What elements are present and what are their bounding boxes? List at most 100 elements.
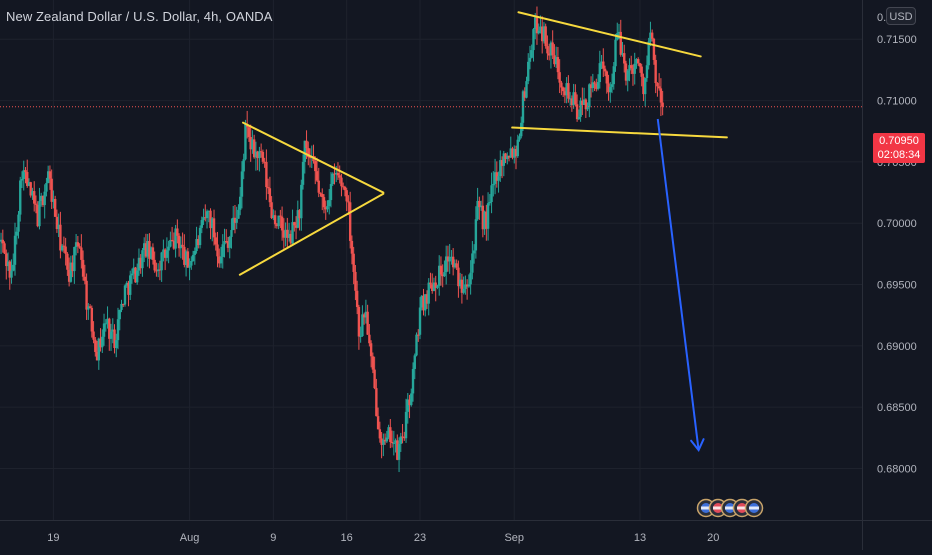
candle-body[interactable] xyxy=(190,260,193,266)
candle-body[interactable] xyxy=(50,178,53,202)
candle-body[interactable] xyxy=(123,285,127,305)
candle-body[interactable] xyxy=(237,209,240,219)
candle-body[interactable] xyxy=(251,139,254,150)
candle-body[interactable] xyxy=(289,233,293,244)
candle-body[interactable] xyxy=(272,215,275,219)
candle-body[interactable] xyxy=(109,331,113,339)
candle-body[interactable] xyxy=(619,31,622,55)
candle-body[interactable] xyxy=(176,228,179,236)
candle-body[interactable] xyxy=(598,63,602,83)
candle-body[interactable] xyxy=(301,161,305,185)
candle-body[interactable] xyxy=(556,57,560,73)
candle-body[interactable] xyxy=(429,282,432,285)
candle-body[interactable] xyxy=(252,139,256,158)
candle-body[interactable] xyxy=(506,155,509,160)
candle-body[interactable] xyxy=(385,437,389,442)
candle-body[interactable] xyxy=(446,256,450,262)
candle-body[interactable] xyxy=(474,219,478,251)
candle-body[interactable] xyxy=(633,63,636,74)
candle-body[interactable] xyxy=(579,100,582,117)
candle-body[interactable] xyxy=(605,71,608,84)
candle-body[interactable] xyxy=(380,438,383,445)
candle-body[interactable] xyxy=(3,243,6,254)
candle-body[interactable] xyxy=(254,151,258,158)
candle-body[interactable] xyxy=(396,440,399,460)
trendline[interactable] xyxy=(238,192,385,276)
candle-body[interactable] xyxy=(1,239,4,244)
candle-body[interactable] xyxy=(617,31,621,34)
candle-body[interactable] xyxy=(404,411,408,439)
candle-body[interactable] xyxy=(163,249,167,258)
candle-body[interactable] xyxy=(322,197,326,208)
candle-body[interactable] xyxy=(371,356,375,370)
candle-body[interactable] xyxy=(584,99,588,110)
candle-body[interactable] xyxy=(66,253,69,270)
candle-body[interactable] xyxy=(197,239,200,246)
candle-body[interactable] xyxy=(593,82,596,84)
candle-body[interactable] xyxy=(513,149,516,158)
candle-body[interactable] xyxy=(235,218,238,223)
candle-body[interactable] xyxy=(78,246,81,248)
candle-body[interactable] xyxy=(647,41,650,66)
candle-body[interactable] xyxy=(389,427,392,442)
candle-body[interactable] xyxy=(228,236,231,248)
candle-body[interactable] xyxy=(343,186,347,191)
candle-body[interactable] xyxy=(628,65,631,71)
candle-body[interactable] xyxy=(657,86,661,89)
candle-body[interactable] xyxy=(500,160,504,166)
candle-body[interactable] xyxy=(368,334,371,344)
candle-body[interactable] xyxy=(240,171,244,197)
candle-body[interactable] xyxy=(554,57,558,65)
candle-body[interactable] xyxy=(499,160,502,177)
candle-body[interactable] xyxy=(282,230,286,238)
candle-body[interactable] xyxy=(359,336,362,338)
candle-body[interactable] xyxy=(55,216,59,230)
candle-body[interactable] xyxy=(530,50,533,58)
candle-body[interactable] xyxy=(457,267,460,287)
candle-body[interactable] xyxy=(425,294,429,304)
candle-body[interactable] xyxy=(69,262,73,282)
candle-body[interactable] xyxy=(443,272,446,277)
candle-body[interactable] xyxy=(453,263,457,268)
candle-body[interactable] xyxy=(300,184,303,219)
candle-body[interactable] xyxy=(207,210,210,212)
candle-body[interactable] xyxy=(31,191,34,196)
candle-body[interactable] xyxy=(450,256,453,258)
candle-body[interactable] xyxy=(434,282,437,288)
candle-body[interactable] xyxy=(331,173,334,184)
candle-body[interactable] xyxy=(265,162,268,188)
candle-body[interactable] xyxy=(177,235,181,249)
candle-body[interactable] xyxy=(59,224,62,251)
candle-body[interactable] xyxy=(586,107,589,110)
candle-body[interactable] xyxy=(376,416,380,430)
candle-body[interactable] xyxy=(104,323,107,325)
candle-body[interactable] xyxy=(373,369,376,389)
candle-body[interactable] xyxy=(156,269,160,271)
candle-body[interactable] xyxy=(431,284,434,291)
candle-body[interactable] xyxy=(111,329,114,332)
candle-body[interactable] xyxy=(296,210,300,228)
candle-body[interactable] xyxy=(444,256,448,273)
candle-body[interactable] xyxy=(179,244,183,249)
candle-body[interactable] xyxy=(144,243,148,257)
candle-body[interactable] xyxy=(125,282,128,286)
candle-body[interactable] xyxy=(539,26,542,31)
candle-body[interactable] xyxy=(74,242,78,247)
candle-body[interactable] xyxy=(209,210,212,229)
candle-body[interactable] xyxy=(146,240,149,257)
candle-body[interactable] xyxy=(422,295,425,311)
candle-body[interactable] xyxy=(333,173,336,175)
candle-body[interactable] xyxy=(362,314,366,318)
candle-body[interactable] xyxy=(106,318,109,324)
candle-body[interactable] xyxy=(191,254,195,261)
candle-body[interactable] xyxy=(268,188,272,203)
candle-body[interactable] xyxy=(160,252,163,271)
candle-body[interactable] xyxy=(403,437,406,439)
candle-body[interactable] xyxy=(502,153,505,166)
candle-body[interactable] xyxy=(544,26,547,47)
candle-body[interactable] xyxy=(71,262,74,272)
candle-body[interactable] xyxy=(13,235,17,265)
candle-body[interactable] xyxy=(202,217,205,221)
